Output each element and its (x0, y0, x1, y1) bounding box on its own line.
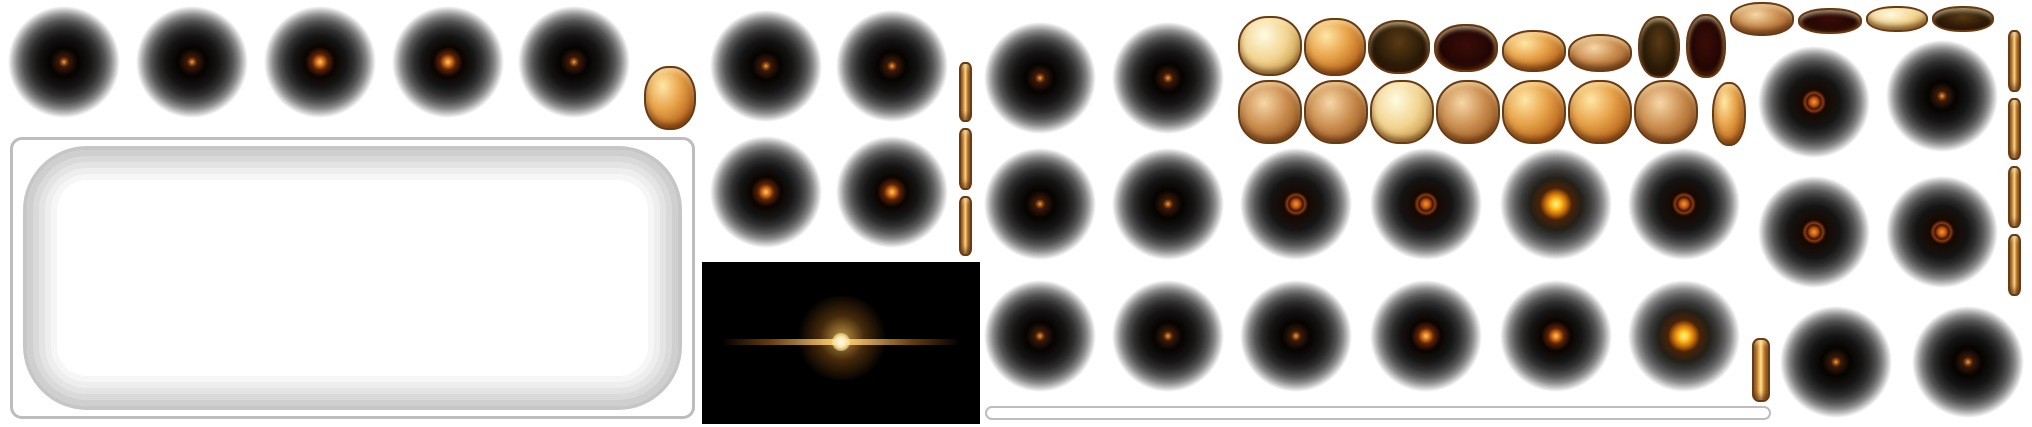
coin-edge-sprite (2008, 166, 2021, 228)
glow-orb-sprite (1628, 280, 1740, 392)
coin-sprite (1502, 30, 1566, 72)
glow-orb-sprite (1912, 306, 2024, 418)
glow-orb-sprite (710, 136, 822, 248)
coin-edge-sprite (2008, 234, 2021, 296)
coin-edge-sprite (959, 62, 972, 122)
thin-rounded-bar (985, 406, 1771, 420)
coin-sprite (1730, 2, 1794, 36)
coin-sprite (1638, 16, 1680, 78)
glow-orb-sprite (518, 6, 630, 118)
coin-sprite (1434, 24, 1498, 72)
glow-orb-sprite (836, 136, 948, 248)
rounded-frame-inner-glow (27, 150, 678, 406)
coin-sprite (1686, 14, 1726, 78)
coin-sprite (1238, 16, 1302, 76)
glow-orb-sprite (984, 148, 1096, 260)
glow-orb-sprite (1758, 46, 1870, 158)
glow-orb-sprite (1370, 148, 1482, 260)
lens-flare-sprite (702, 262, 980, 424)
coin-sprite (1436, 80, 1500, 144)
glow-orb-sprite (836, 10, 948, 122)
glow-orb-sprite (1240, 148, 1352, 260)
coin-edge-sprite (2008, 98, 2021, 160)
coin-sprite (1304, 80, 1368, 144)
glow-orb-sprite (8, 6, 120, 118)
glow-orb-sprite (1758, 176, 1870, 288)
glow-orb-sprite (1112, 148, 1224, 260)
coin-sprite (1798, 8, 1862, 34)
coin-sprite (1304, 18, 1366, 76)
glow-orb-sprite (392, 6, 504, 118)
glow-orb-sprite (136, 6, 248, 118)
glow-orb-sprite (984, 22, 1096, 134)
glow-orb-sprite (1500, 280, 1612, 392)
glow-orb-sprite (264, 6, 376, 118)
coin-sprite (1368, 20, 1430, 74)
coin-sprite (1238, 80, 1302, 144)
lens-flare-core (832, 333, 850, 351)
glow-orb-sprite (1112, 22, 1224, 134)
coin-sprite (1568, 80, 1632, 144)
glow-orb-sprite (1240, 280, 1352, 392)
glow-orb-sprite (710, 10, 822, 122)
coin-sprite (1932, 6, 1994, 32)
coin-sprite (1866, 6, 1928, 32)
coin-edge-sprite (959, 128, 972, 190)
glow-orb-sprite (1500, 148, 1612, 260)
glow-orb-sprite (1628, 148, 1740, 260)
coin-sprite (1634, 80, 1698, 144)
glow-orb-sprite (1886, 176, 1998, 288)
coin-sprite (1370, 80, 1434, 144)
coin-sprite (1502, 80, 1566, 144)
glow-orb-sprite (1112, 280, 1224, 392)
glow-orb-sprite (1370, 280, 1482, 392)
coin-sprite (644, 66, 696, 130)
glow-orb-sprite (1780, 306, 1892, 418)
glow-orb-sprite (1886, 40, 1998, 152)
coin-sprite (1712, 82, 1746, 146)
coin-edge-sprite (1752, 338, 1770, 402)
coin-edge-sprite (959, 196, 972, 256)
coin-edge-sprite (2008, 30, 2021, 92)
coin-sprite (1568, 34, 1632, 72)
glow-orb-sprite (984, 280, 1096, 392)
rounded-frame-panel (10, 137, 695, 419)
